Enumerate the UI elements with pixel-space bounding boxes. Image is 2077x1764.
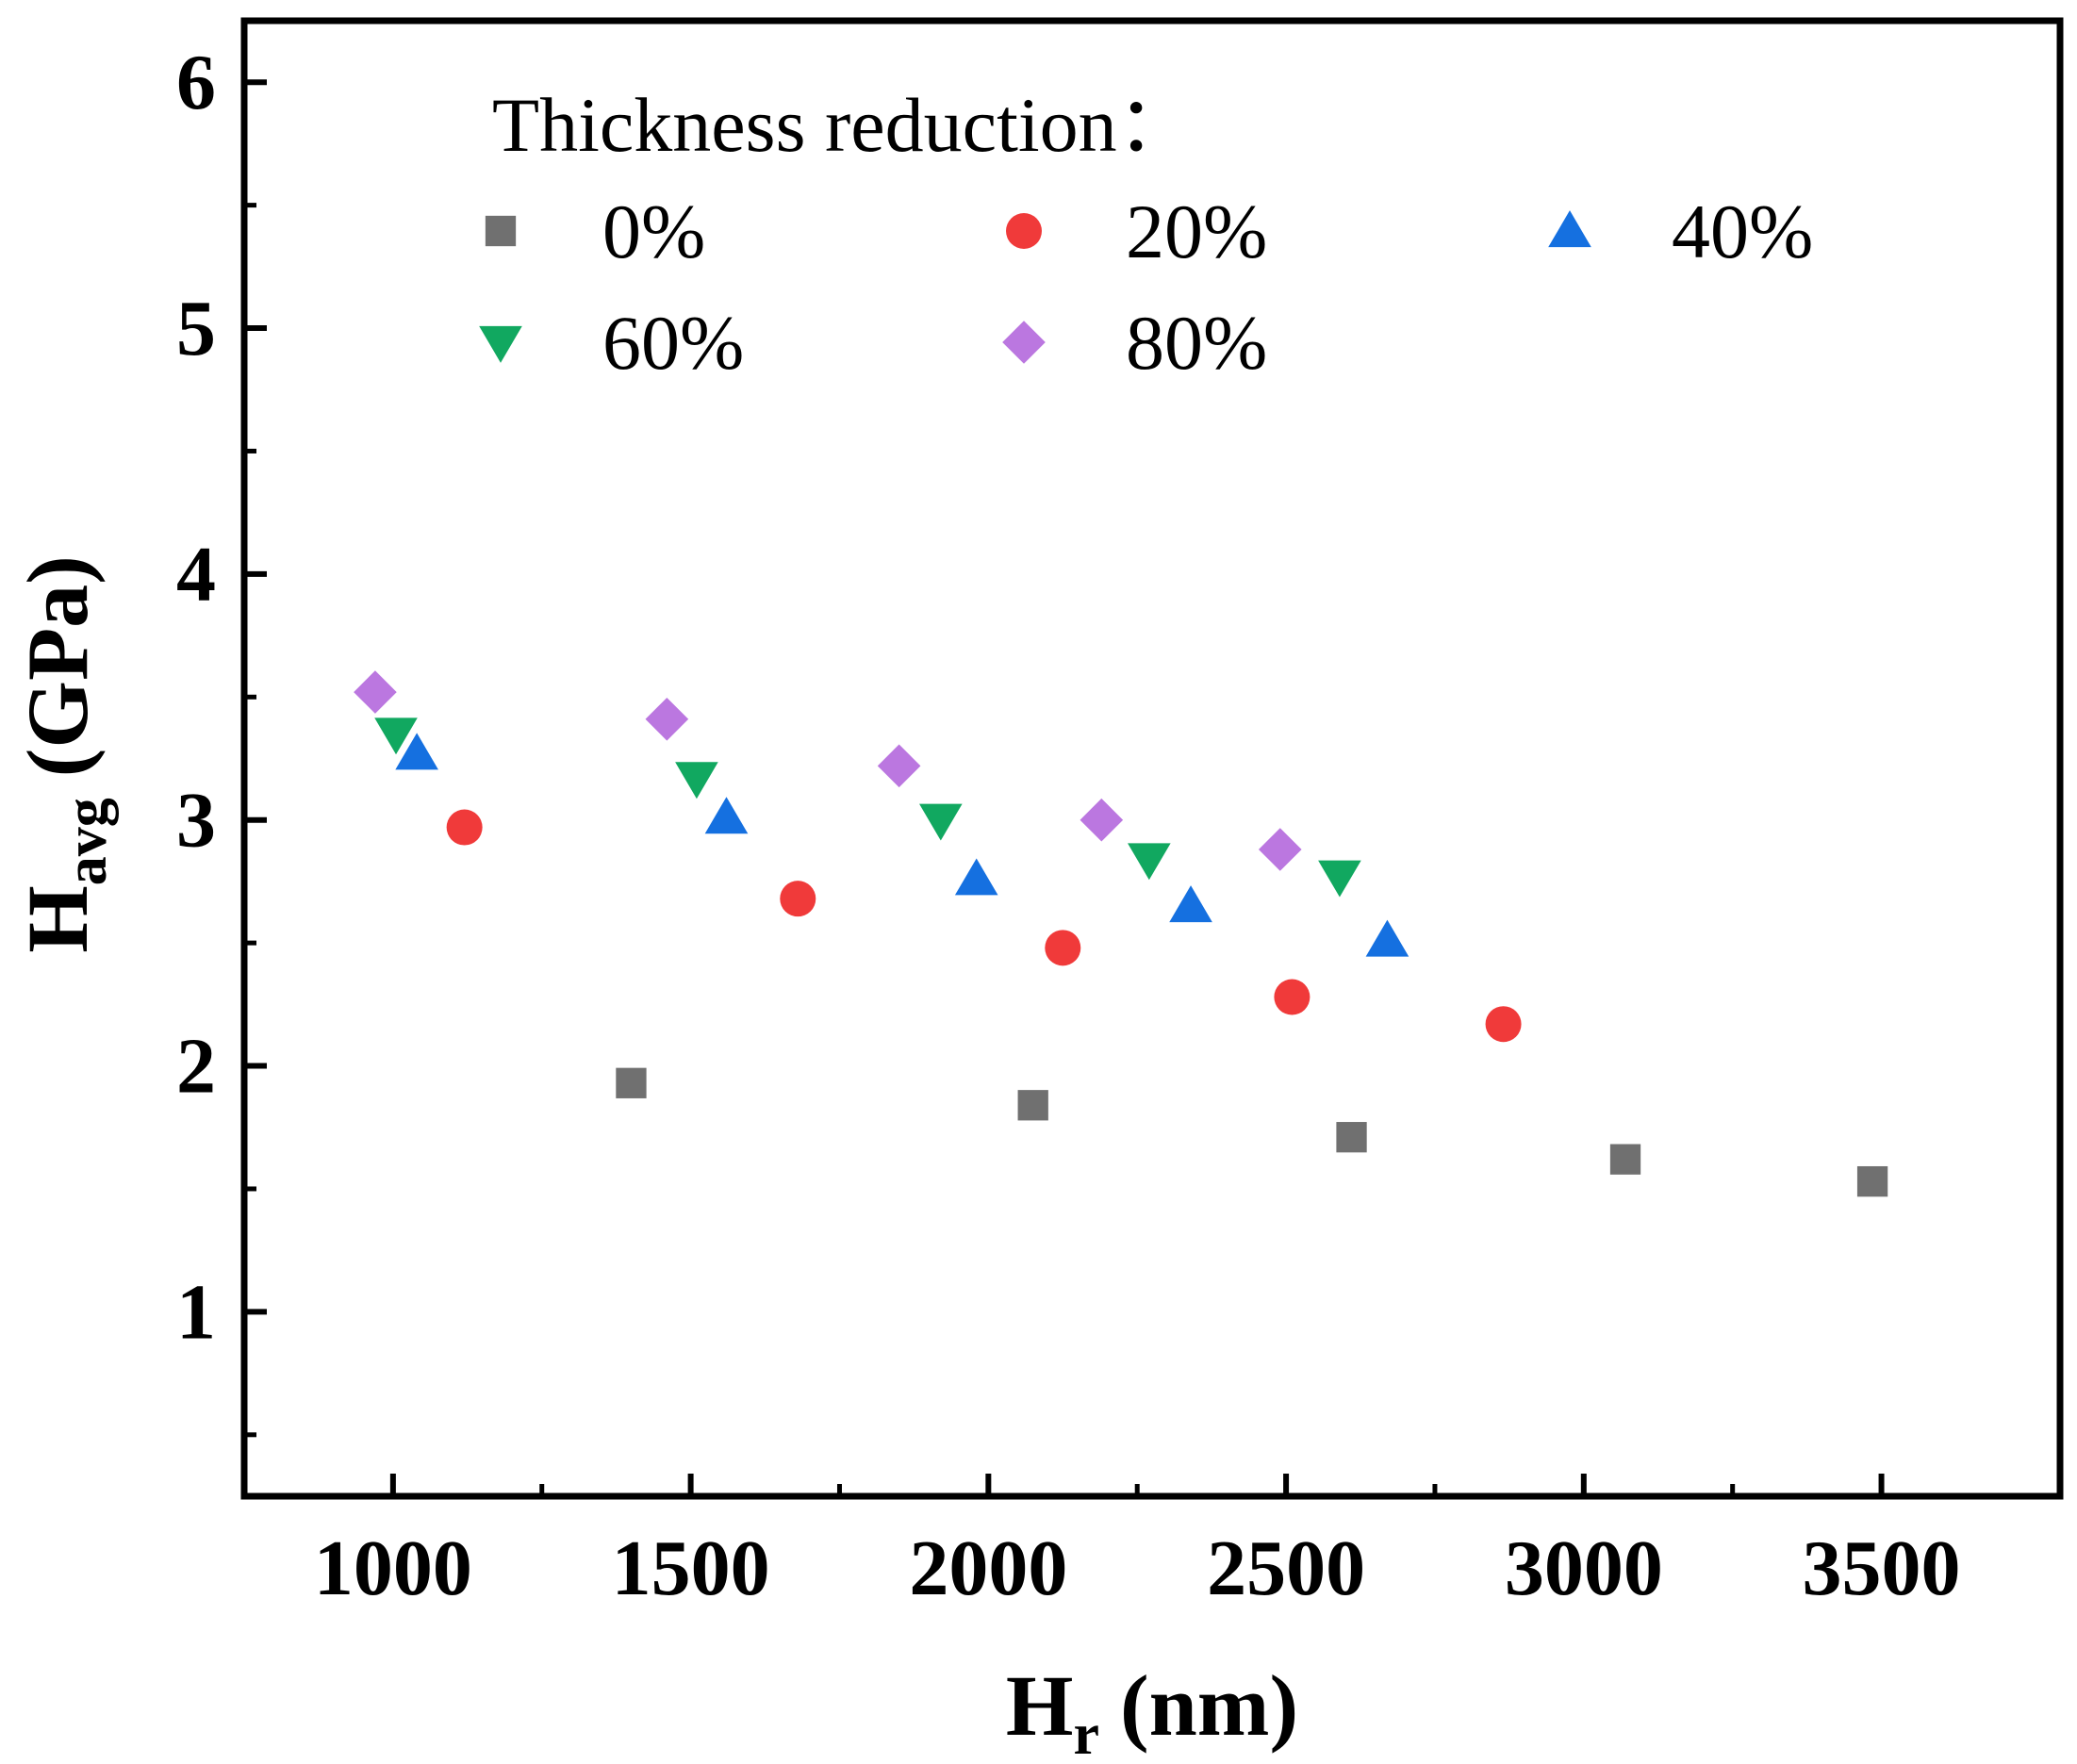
- x-axis-tick-labels: 1000 1500 2000 2500 3000 3500: [314, 1525, 1961, 1612]
- plot-frame: [240, 17, 2064, 1500]
- legend-label: 20%: [1126, 189, 1267, 274]
- data-point: [877, 744, 921, 788]
- x-tick-label: 3000: [1505, 1525, 1663, 1612]
- series-60pct: [374, 717, 1361, 898]
- legend-marker: [479, 325, 522, 363]
- x-axis-title-main: H: [1006, 1657, 1074, 1754]
- data-point: [645, 697, 689, 741]
- x-axis-title-unit: (nm): [1120, 1657, 1298, 1754]
- y-tick-label: 2: [176, 1023, 216, 1111]
- x-axis-title: Hr (nm): [1006, 1657, 1298, 1764]
- x-tick-label: 1000: [314, 1525, 472, 1612]
- y-axis-tick-labels: 1 2 3 4 5 6: [176, 39, 216, 1356]
- data-point: [1856, 1165, 1888, 1197]
- data-point: [675, 762, 718, 800]
- x-axis-title-sub: r: [1073, 1703, 1099, 1764]
- legend-label: 40%: [1672, 189, 1813, 274]
- x-tick-label: 2500: [1207, 1525, 1365, 1612]
- y-tick-label: 5: [176, 285, 216, 372]
- legend-item: 80%: [1002, 300, 1267, 386]
- legend-title: Thickness reduction：: [492, 82, 1195, 168]
- y-axis-ticks: [244, 79, 267, 1438]
- x-tick-label: 2000: [909, 1525, 1067, 1612]
- y-axis-title-sub: avg: [55, 798, 119, 885]
- data-point: [1365, 919, 1409, 957]
- legend-item: 60%: [479, 300, 744, 386]
- legend-marker: [485, 215, 517, 247]
- y-tick-label: 6: [176, 39, 216, 126]
- data-point: [374, 717, 418, 755]
- legend: Thickness reduction： 0% 20% 40% 60% 80%: [479, 82, 1813, 386]
- y-axis-title-main: H: [9, 885, 106, 953]
- data-point: [1318, 860, 1361, 898]
- x-axis-ticks: [389, 1474, 1885, 1496]
- data-points: [354, 670, 1888, 1197]
- x-tick-label: 3500: [1803, 1525, 1961, 1612]
- data-point: [1080, 798, 1124, 842]
- legend-label: 0%: [602, 189, 705, 274]
- y-tick-label: 1: [176, 1268, 216, 1356]
- x-tick-label: 1500: [612, 1525, 770, 1612]
- legend-marker: [1548, 210, 1591, 248]
- series-40pct: [395, 733, 1409, 957]
- legend-item: 0%: [485, 189, 705, 274]
- series-20pct: [446, 809, 1522, 1043]
- data-point: [616, 1067, 647, 1098]
- data-point: [446, 809, 483, 846]
- data-point: [1336, 1122, 1367, 1153]
- legend-item: 40%: [1548, 189, 1813, 274]
- y-axis-title-unit: (GPa): [9, 555, 106, 777]
- data-point: [1274, 979, 1310, 1015]
- data-point: [1128, 843, 1171, 881]
- legend-label: 80%: [1126, 300, 1267, 386]
- data-point: [1045, 930, 1081, 966]
- legend-label: 60%: [602, 300, 744, 386]
- legend-marker: [1006, 213, 1042, 249]
- legend-item: 20%: [1006, 189, 1267, 274]
- data-point: [395, 733, 438, 770]
- data-point: [1609, 1144, 1641, 1175]
- data-point: [919, 803, 963, 841]
- data-point: [1258, 828, 1302, 871]
- data-point: [1017, 1090, 1048, 1121]
- data-point: [1485, 1006, 1522, 1043]
- y-axis-title: Havg (GPa): [9, 555, 119, 953]
- data-point: [354, 670, 397, 714]
- series-0pct: [616, 1067, 1888, 1197]
- y-tick-label: 3: [176, 777, 216, 865]
- series-80pct: [354, 670, 1302, 871]
- legend-marker: [1002, 321, 1046, 364]
- y-tick-label: 4: [176, 531, 216, 618]
- data-point: [954, 858, 998, 896]
- data-point: [704, 797, 749, 834]
- data-point: [780, 881, 816, 917]
- data-point: [1169, 885, 1212, 923]
